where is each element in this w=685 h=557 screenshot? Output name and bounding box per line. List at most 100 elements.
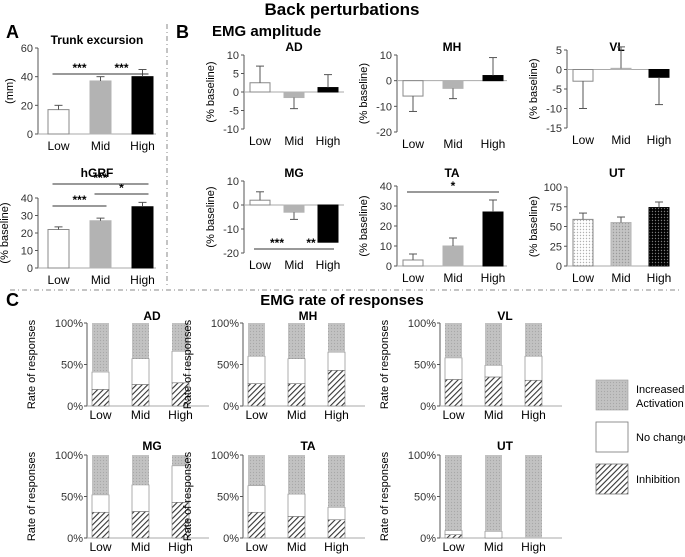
segment-activation-high bbox=[172, 455, 189, 466]
segment-inhibition-high bbox=[524, 379, 543, 407]
chart-amp_vl: VL-15-10-505(% baseline)Low Mid High bbox=[528, 40, 671, 147]
y-axis-label: Rate of responses bbox=[379, 319, 391, 409]
y-axis-label: (% baseline) bbox=[205, 186, 217, 247]
segment-activation-low bbox=[248, 323, 265, 357]
y-tick-label: 0% bbox=[223, 533, 239, 545]
segment-no-change-low bbox=[247, 355, 266, 384]
x-tick-label-high: High bbox=[521, 540, 546, 554]
chart-title: TA bbox=[300, 439, 315, 453]
y-tick-label: 10 bbox=[21, 246, 33, 258]
x-tick-label-low: Low bbox=[402, 137, 424, 151]
x-tick-label-low: Low bbox=[402, 271, 424, 285]
x-tick-label-low: Low bbox=[442, 408, 464, 422]
y-tick-label: -5 bbox=[552, 84, 562, 96]
x-tick-label-mid: Mid bbox=[91, 273, 110, 287]
x-tick-label-mid: Mid bbox=[284, 258, 303, 272]
segment-inhibition-low bbox=[91, 389, 110, 407]
x-tick-label-mid: Mid bbox=[611, 271, 630, 285]
y-tick-label: 50% bbox=[217, 492, 239, 504]
x-tick-label-mid: Mid bbox=[443, 137, 462, 151]
x-tick-label-mid: Mid bbox=[287, 540, 306, 554]
x-tick-label-mid: Mid bbox=[287, 408, 306, 422]
x-tick-label-low: Low bbox=[89, 540, 111, 554]
chart-title: AD bbox=[143, 309, 161, 323]
x-tick-label-low: Low bbox=[47, 139, 69, 153]
segment-inhibition-high bbox=[327, 370, 346, 407]
segment-activation-mid bbox=[288, 323, 305, 359]
significance-label: *** bbox=[72, 193, 86, 207]
bar-high bbox=[648, 207, 670, 267]
y-tick-label: 50% bbox=[217, 360, 239, 372]
x-tick-label-low: Low bbox=[89, 408, 111, 422]
x-tick-label-mid: Mid bbox=[91, 139, 110, 153]
segment-activation-low bbox=[92, 323, 109, 372]
y-tick-label: 100% bbox=[211, 450, 239, 462]
chart-title: TA bbox=[444, 166, 459, 180]
chart-title: MH bbox=[299, 309, 318, 323]
y-tick-label: 0 bbox=[556, 65, 562, 77]
y-tick-label: 100% bbox=[211, 318, 239, 330]
y-tick-label: 5 bbox=[556, 45, 562, 57]
segment-activation-high bbox=[172, 323, 189, 352]
bar-low bbox=[572, 218, 594, 267]
y-tick-label: 10 bbox=[380, 50, 392, 62]
y-axis-label: Rate of responses bbox=[182, 451, 194, 541]
x-tick-label-high: High bbox=[481, 137, 506, 151]
bar-mid bbox=[283, 204, 305, 213]
segment-no-change-low bbox=[91, 494, 110, 513]
bar-low bbox=[249, 82, 271, 93]
y-tick-label: 100% bbox=[408, 450, 436, 462]
bar-mid bbox=[283, 91, 305, 99]
bar-mid bbox=[442, 245, 464, 267]
bar-low bbox=[47, 109, 70, 135]
bar-low bbox=[249, 199, 271, 206]
segment-activation-mid bbox=[485, 323, 502, 366]
bar-low bbox=[402, 259, 424, 267]
y-tick-label: 75 bbox=[550, 202, 562, 214]
y-tick-label: 10 bbox=[380, 241, 392, 253]
segment-no-change-mid bbox=[131, 358, 150, 385]
segment-no-change-mid bbox=[484, 531, 503, 539]
chart-title: hGRF bbox=[81, 166, 114, 180]
chart-rate_mh: MH 0% 50% 100% Rate of responses Low Mid High bbox=[182, 309, 365, 422]
legend-inhibition-swatch bbox=[595, 463, 629, 495]
segment-inhibition-low bbox=[91, 511, 110, 539]
chart-rate_mg: MG 0% 50% 100% Rate of responses Low Mid High bbox=[26, 439, 209, 554]
segment-inhibition-low bbox=[247, 511, 266, 539]
bar-high bbox=[131, 76, 154, 135]
segment-inhibition-mid bbox=[287, 516, 306, 539]
panel-letter-a: A bbox=[6, 22, 19, 42]
y-tick-label: 0 bbox=[386, 76, 392, 88]
y-tick-label: 0 bbox=[386, 261, 392, 273]
x-tick-label-mid: Mid bbox=[484, 540, 503, 554]
segment-no-change-mid bbox=[131, 484, 150, 512]
x-tick-label-mid: Mid bbox=[484, 408, 503, 422]
x-tick-label-high: High bbox=[130, 273, 155, 287]
segment-no-change-mid bbox=[287, 358, 306, 384]
y-tick-label: 50% bbox=[61, 492, 83, 504]
x-tick-label-high: High bbox=[647, 271, 672, 285]
y-tick-label: 40 bbox=[21, 72, 33, 84]
significance-label: *** bbox=[93, 171, 107, 185]
segment-activation-high bbox=[328, 323, 345, 353]
x-tick-label-low: Low bbox=[249, 258, 271, 272]
segment-no-change-high bbox=[524, 355, 543, 381]
y-tick-label: 100 bbox=[544, 182, 562, 194]
significance-label: ** bbox=[306, 236, 316, 250]
significance-label: * bbox=[451, 179, 456, 193]
significance-label: *** bbox=[72, 61, 86, 75]
y-axis-label: (mm) bbox=[4, 78, 16, 104]
segment-no-change-mid bbox=[484, 365, 503, 378]
segment-inhibition-high bbox=[327, 519, 346, 539]
y-tick-label: 25 bbox=[550, 241, 562, 253]
y-tick-label: 50% bbox=[61, 360, 83, 372]
x-tick-label-high: High bbox=[647, 133, 672, 147]
y-tick-label: 60 bbox=[21, 43, 33, 55]
legend-no-change-swatch bbox=[595, 421, 629, 453]
segment-activation-low bbox=[92, 455, 109, 495]
segment-no-change-low bbox=[247, 485, 266, 513]
y-tick-label: 0% bbox=[420, 401, 436, 413]
x-tick-label-mid: Mid bbox=[611, 133, 630, 147]
x-tick-label-high: High bbox=[324, 540, 349, 554]
